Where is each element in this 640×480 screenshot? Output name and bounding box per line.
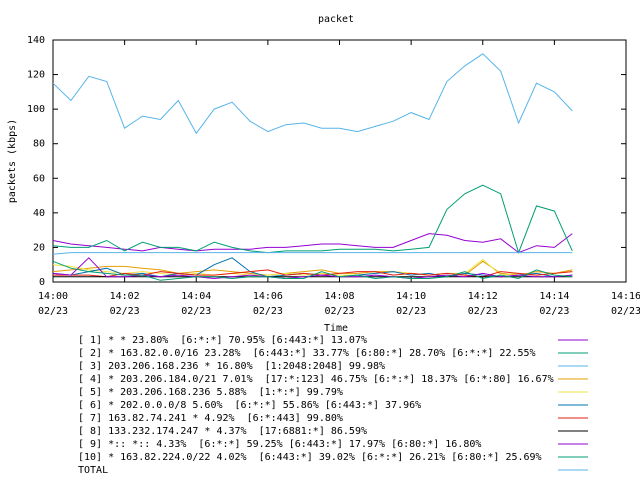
x-tick-label: 14:10 02/23: [396, 291, 427, 317]
series-line: [52, 260, 573, 276]
x-tick-label: 14:04 02/23: [181, 291, 212, 317]
x-tick-label: 14:14 02/23: [539, 291, 570, 317]
y-axis-label: packets (kbps): [7, 119, 18, 203]
y-tick-label: 80: [33, 139, 45, 150]
x-tick-label: 14:00 02/23: [37, 291, 69, 317]
x-tick-label: 14:12 02/23: [467, 291, 498, 317]
x-tick-label: 14:16 02/23: [610, 291, 640, 317]
x-tick-label: 14:08 02/23: [324, 291, 355, 317]
y-tick-label: 100: [27, 104, 45, 115]
legend-label: TOTAL: [78, 465, 108, 476]
series-line: [52, 184, 573, 255]
series-line: [52, 252, 573, 255]
legend-label: [ 7] 163.82.74.241 * 4.92% [6:*:443] 99.…: [78, 413, 343, 424]
x-tick-label: 14:02 02/23: [109, 291, 140, 317]
x-axis-label: Time: [324, 323, 348, 334]
series-line: [52, 233, 573, 254]
legend-label: [ 4] * 203.206.184.0/21 7.01% [17:*:123]…: [78, 374, 554, 385]
legend-label: [10] * 163.82.224.0/22 4.02% [6:443:*] 3…: [78, 452, 542, 463]
legend-label: [ 3] 203.206.168.236 * 16.80% [1:2048:20…: [78, 361, 385, 372]
y-tick-label: 0: [39, 277, 45, 288]
legend-label: [ 2] * 163.82.0.0/16 23.28% [6:443:*] 33…: [78, 348, 536, 359]
y-tick-label: 120: [27, 70, 45, 81]
x-tick-label: 14:06 02/23: [252, 291, 283, 317]
legend-label: [ 8] 133.232.174.247 * 4.37% [17:6881:*]…: [78, 426, 367, 437]
y-tick-label: 60: [33, 173, 45, 184]
series-line: [52, 260, 573, 281]
chart-title: packet: [318, 14, 354, 25]
y-tick-label: 40: [33, 208, 45, 219]
legend-label: [ 5] * 203.206.168.236 5.88% [1:*:*] 99.…: [78, 387, 343, 398]
legend-label: [ 6] * 202.0.0.0/8 5.60% [6:*:*] 55.86% …: [78, 400, 421, 411]
series-line: [52, 53, 573, 135]
y-tick-label: 140: [27, 35, 45, 46]
legend-label: [ 9] *:: *:: 4.33% [6:*:*] 59.25% [6:443…: [78, 439, 481, 450]
legend-label: [ 1] * * 23.80% [6:*:*] 70.95% [6:443:*]…: [78, 335, 367, 346]
y-tick-label: 20: [33, 242, 45, 253]
